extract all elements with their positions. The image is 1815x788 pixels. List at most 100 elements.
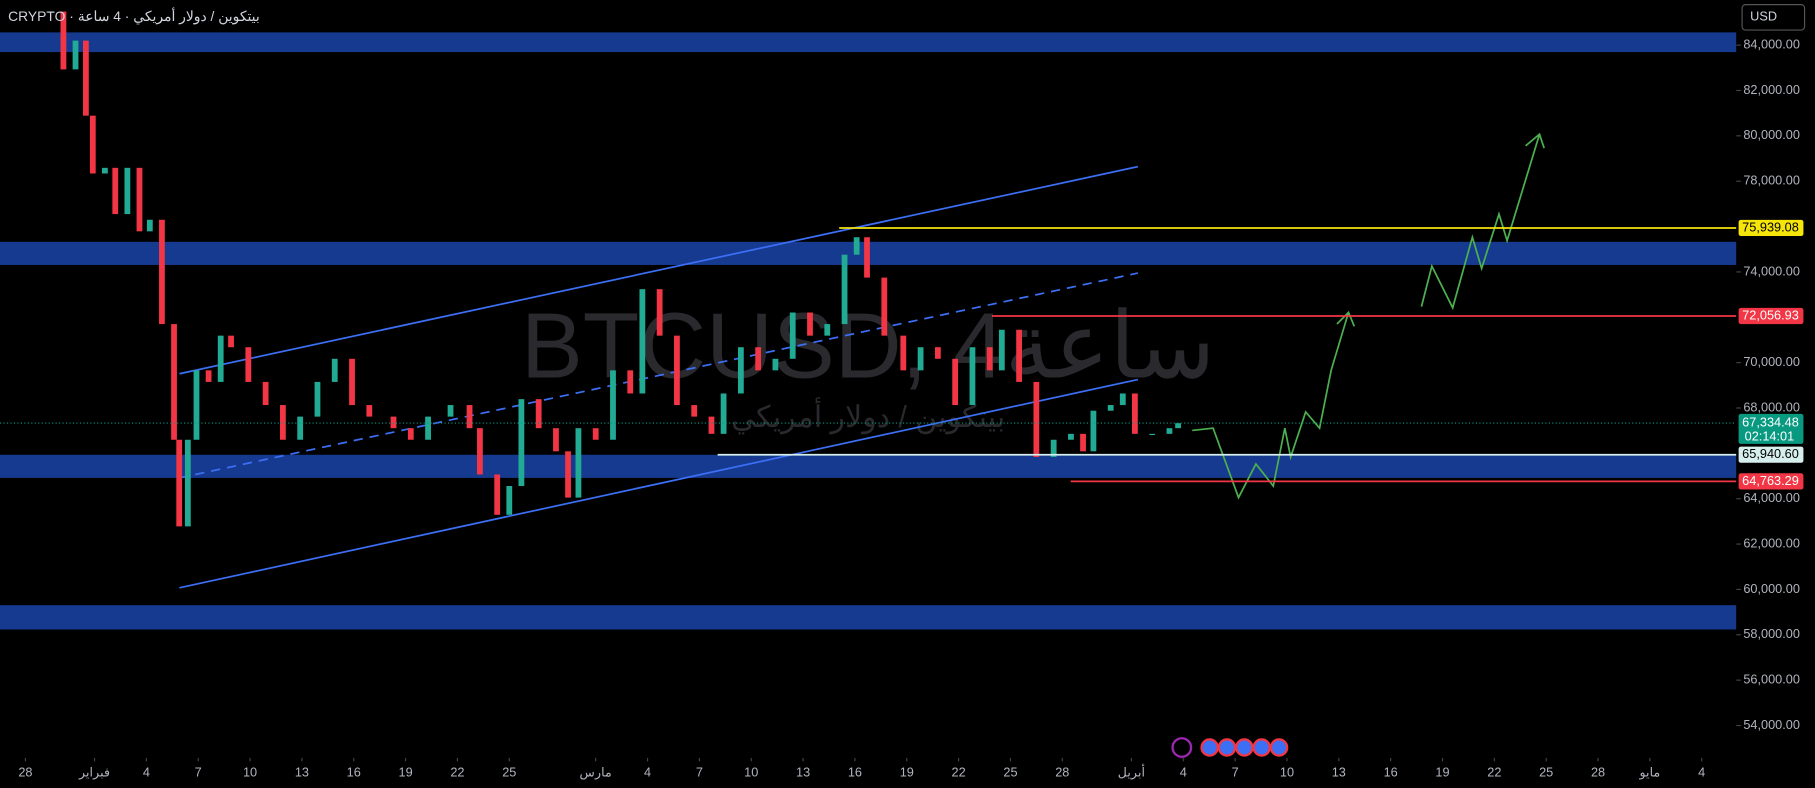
x-tick-label: 4 (143, 764, 150, 779)
candle (331, 358, 338, 382)
event-icon[interactable] (1235, 738, 1254, 757)
zone (0, 605, 1737, 630)
event-icon[interactable] (1171, 737, 1193, 758)
candle (565, 451, 571, 498)
x-tick-label: 19 (399, 764, 413, 779)
price-label: 65,940.60 (1742, 446, 1799, 461)
candle (506, 486, 513, 515)
x-tick-label: 16 (848, 764, 862, 779)
price-axis (1736, 0, 1815, 788)
channel-mid (179, 272, 1139, 479)
candle (48, 11, 55, 13)
candle (477, 428, 483, 475)
candle (708, 416, 715, 434)
y-tick-label: 58,000.00 (1743, 626, 1800, 641)
candle (494, 474, 501, 515)
candle (217, 335, 224, 382)
arrow-head (1525, 132, 1545, 149)
price-label: 64,763.29 (1742, 473, 1799, 488)
candle (112, 167, 119, 215)
candle (518, 399, 525, 487)
candle (425, 416, 431, 440)
channel-line (179, 378, 1139, 589)
y-tick-label: 60,000.00 (1743, 581, 1800, 596)
candle (986, 347, 993, 371)
candle (228, 335, 234, 348)
candle (1149, 433, 1156, 436)
y-tick-label: 56,000.00 (1743, 672, 1800, 687)
candle (1016, 329, 1022, 382)
price-label-box (1738, 473, 1804, 490)
candle (407, 428, 414, 440)
candle (262, 381, 269, 406)
watermark-subtitle: بيتكوين / دولار أمريكي (731, 397, 1005, 435)
arrow-head (1336, 310, 1356, 327)
candle (124, 167, 131, 215)
candle (1119, 393, 1126, 406)
countdown: 02:14:01 (1745, 428, 1795, 443)
candle (82, 40, 89, 116)
candle (853, 237, 860, 255)
candle (917, 347, 924, 371)
x-tick-label: 10 (744, 764, 758, 779)
channel-line (179, 165, 1139, 375)
current-price-label: 67,334.48 (1742, 414, 1799, 429)
candle (1068, 433, 1074, 440)
candle (171, 324, 177, 440)
candle (1090, 410, 1097, 452)
candle (245, 347, 252, 382)
candle (934, 347, 941, 359)
y-tick-label: 84,000.00 (1743, 36, 1800, 51)
candle (314, 381, 321, 417)
candle (841, 254, 848, 325)
x-tick-label: 4 (1698, 764, 1705, 779)
channel (179, 165, 1139, 589)
candle (447, 405, 454, 417)
candle (193, 370, 200, 440)
projection (1192, 132, 1545, 500)
price-label-box (1738, 307, 1804, 325)
price-label: 72,056.93 (1742, 307, 1799, 322)
y-tick-label: 80,000.00 (1743, 127, 1800, 142)
price-label: 75,939.08 (1742, 219, 1799, 234)
y-tick-label: 54,000.00 (1743, 717, 1800, 732)
candle (807, 312, 813, 336)
candle (900, 335, 907, 371)
candle (772, 358, 779, 371)
currency-button[interactable] (1741, 4, 1806, 31)
candle (1050, 439, 1057, 457)
candle (656, 289, 663, 336)
y-tick-label: 62,000.00 (1743, 535, 1800, 550)
candle (575, 428, 582, 498)
candle (592, 428, 599, 440)
y-tick-label: 64,000.00 (1743, 490, 1800, 505)
candle (136, 167, 143, 232)
candle (737, 347, 744, 394)
x-tick-label: 22 (952, 764, 966, 779)
event-icon[interactable] (1269, 738, 1289, 757)
candle (89, 115, 96, 174)
candle (610, 370, 616, 440)
candle (72, 40, 79, 70)
candle (60, 11, 67, 70)
zone (0, 32, 1737, 53)
x-tick-label: 19 (900, 764, 914, 779)
symbol-title: CRYPTO · بيتكوين / دولار أمريكي · 4 ساعة (8, 6, 260, 25)
candle (639, 289, 646, 394)
event-icon[interactable] (1217, 738, 1237, 757)
x-tick-label: 25 (502, 764, 516, 779)
current-price-box (1738, 413, 1804, 444)
candle (952, 358, 959, 406)
x-tick-label: 13 (1332, 764, 1346, 779)
price-label-box (1738, 219, 1804, 237)
x-tick-label: 22 (450, 764, 464, 779)
event-icon[interactable] (1200, 738, 1219, 757)
candle (297, 416, 304, 440)
y-tick-label: 68,000.00 (1743, 399, 1800, 414)
y-tick-label: 82,000.00 (1743, 82, 1800, 97)
x-tick-label: 13 (796, 764, 810, 779)
event-icon[interactable] (1252, 738, 1271, 757)
x-tick-label: 28 (1055, 764, 1069, 779)
currency-label[interactable]: USD (1750, 9, 1777, 24)
